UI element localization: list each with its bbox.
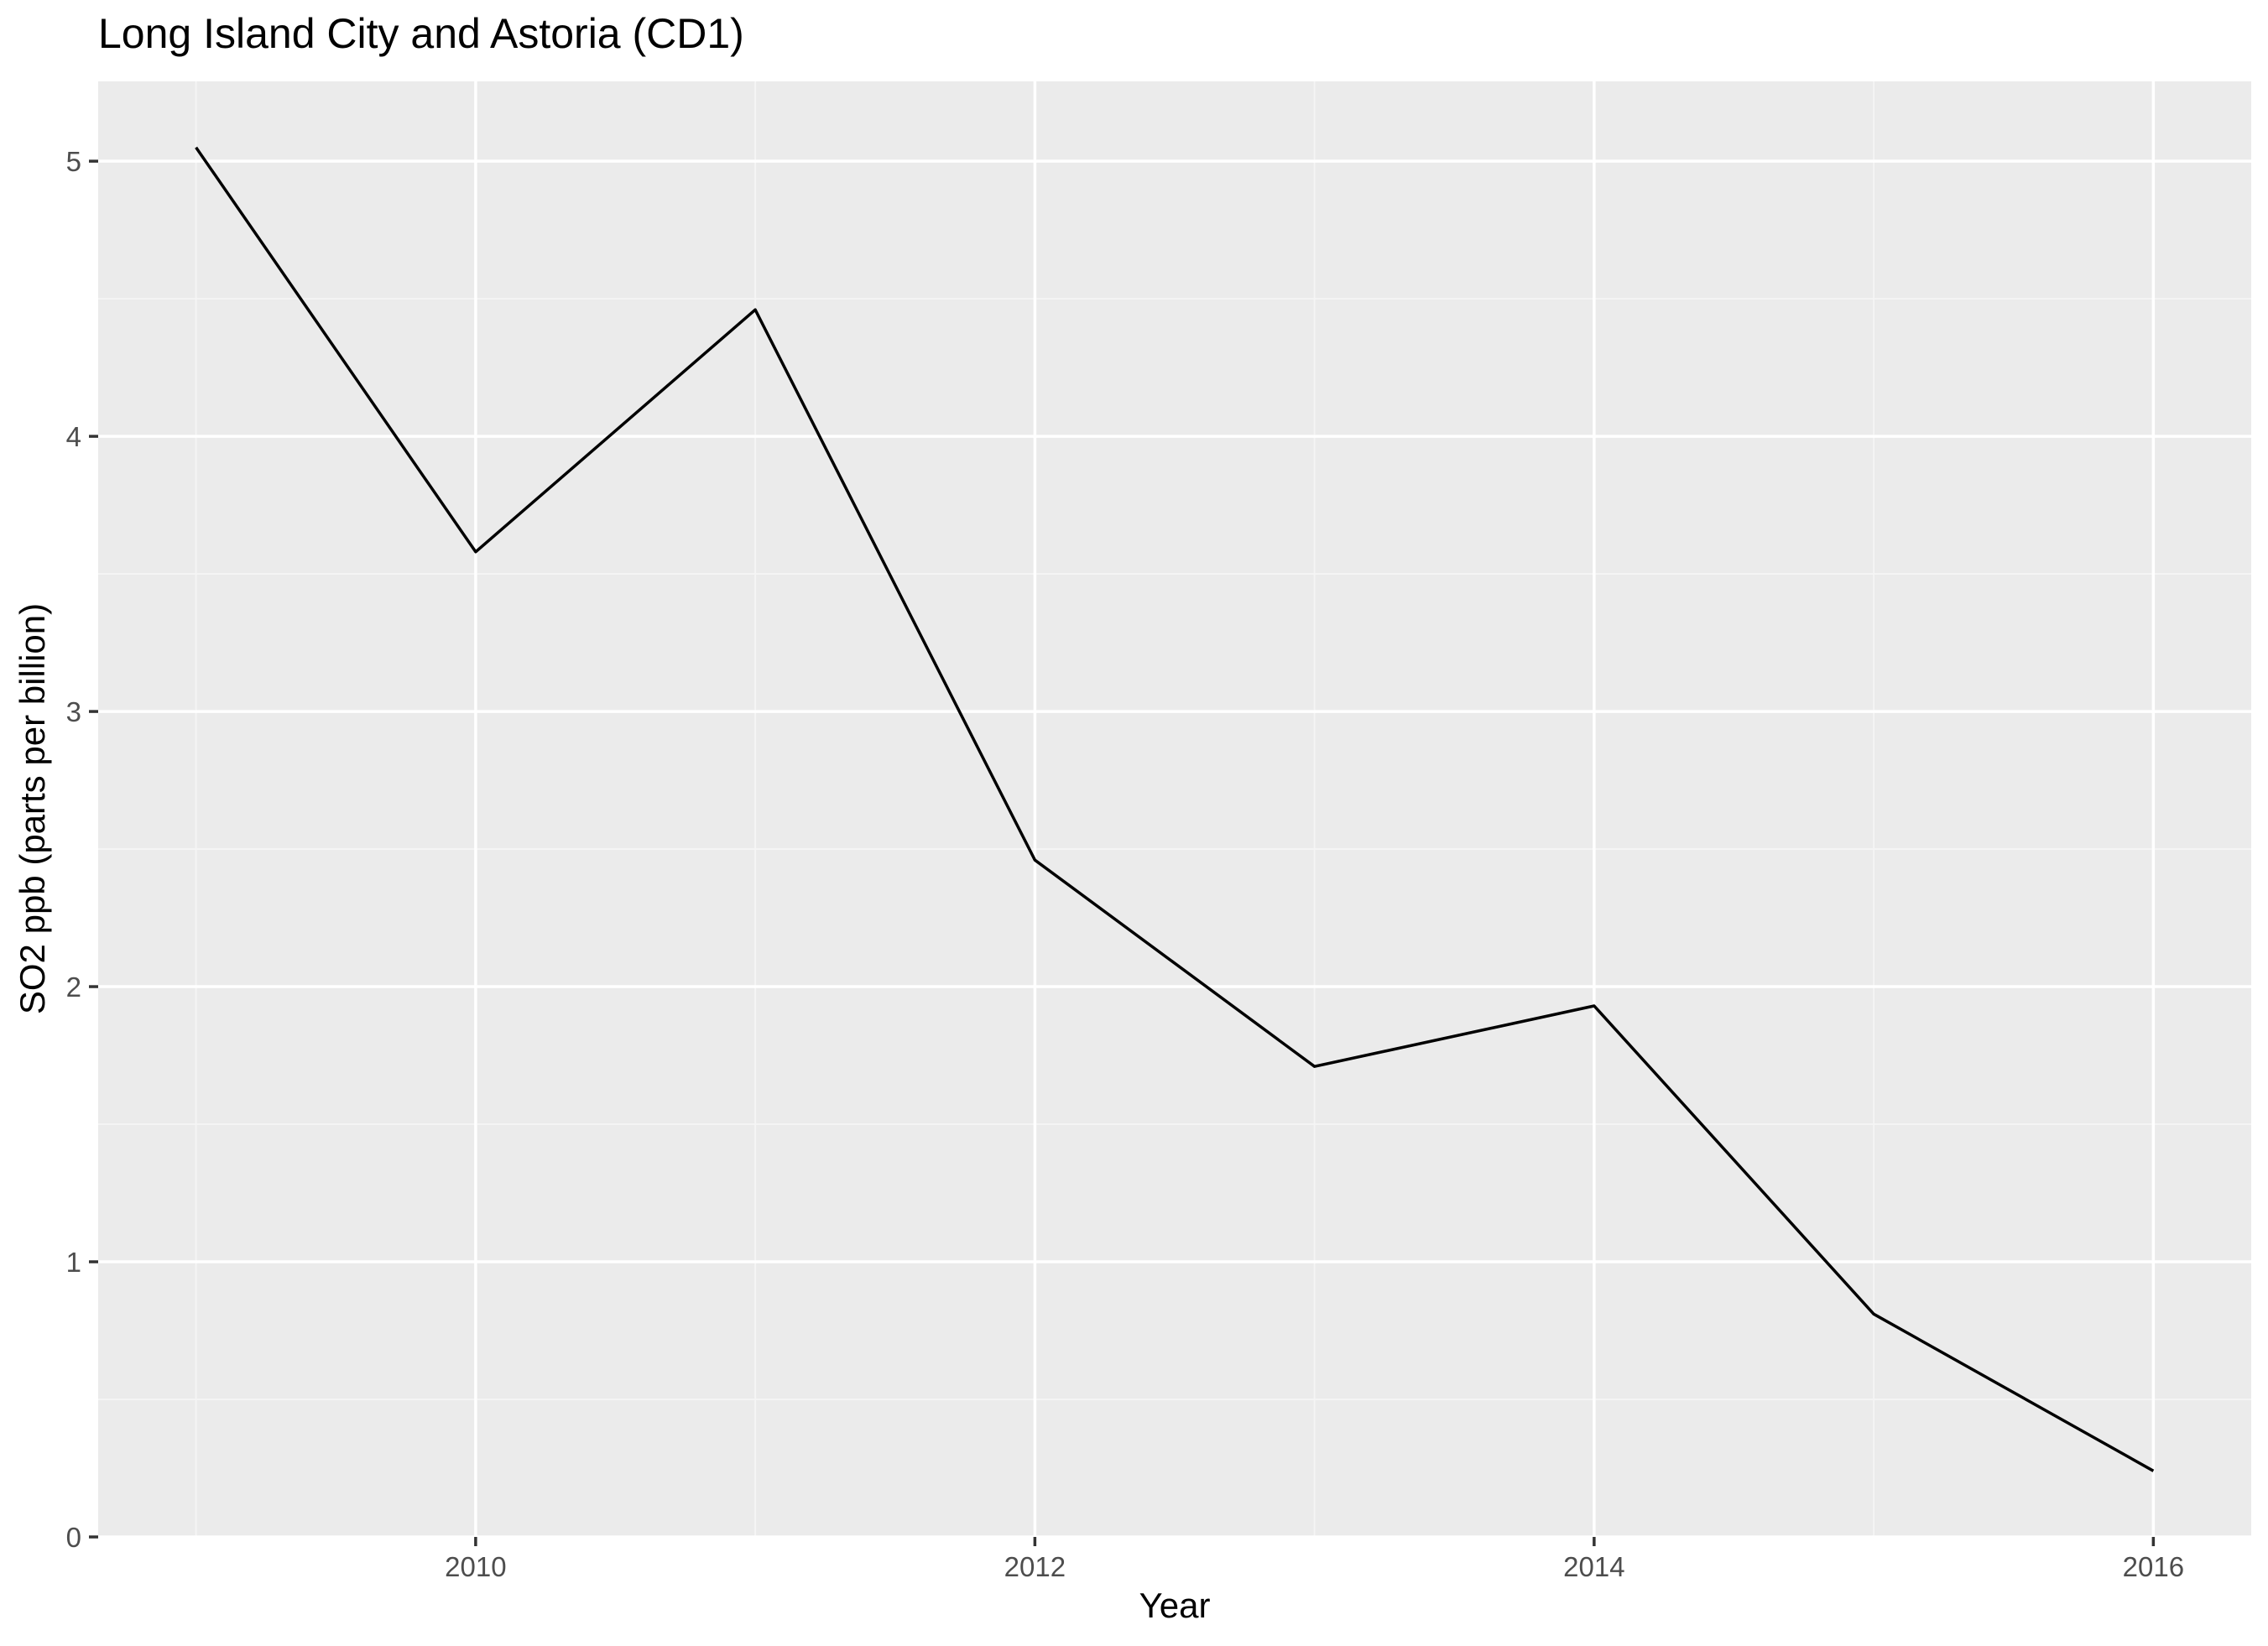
y-axis: 0 1 2 3 4 5 — [66, 146, 98, 1553]
x-tick-label: 2012 — [1004, 1551, 1066, 1582]
chart-title: Long Island City and Astoria (CD1) — [98, 10, 744, 57]
x-axis: 2010 2012 2014 2016 — [445, 1537, 2184, 1582]
y-tick-label: 5 — [66, 146, 81, 177]
minor-gridlines — [98, 81, 2251, 1537]
y-tick-label: 4 — [66, 421, 81, 452]
x-tick-label: 2016 — [2123, 1551, 2184, 1582]
y-axis-title: SO2 ppb (parts per billion) — [13, 603, 52, 1014]
plot-panel — [98, 81, 2251, 1537]
y-tick-label: 2 — [66, 971, 81, 1003]
major-gridlines — [98, 81, 2251, 1539]
x-tick-label: 2010 — [445, 1551, 506, 1582]
y-tick-label: 1 — [66, 1247, 81, 1278]
y-tick-label: 0 — [66, 1522, 81, 1553]
so2-series-line — [195, 146, 2155, 1472]
y-tick-label: 3 — [66, 696, 81, 727]
x-axis-title: Year — [1139, 1586, 1211, 1625]
x-tick-label: 2014 — [1563, 1551, 1624, 1582]
